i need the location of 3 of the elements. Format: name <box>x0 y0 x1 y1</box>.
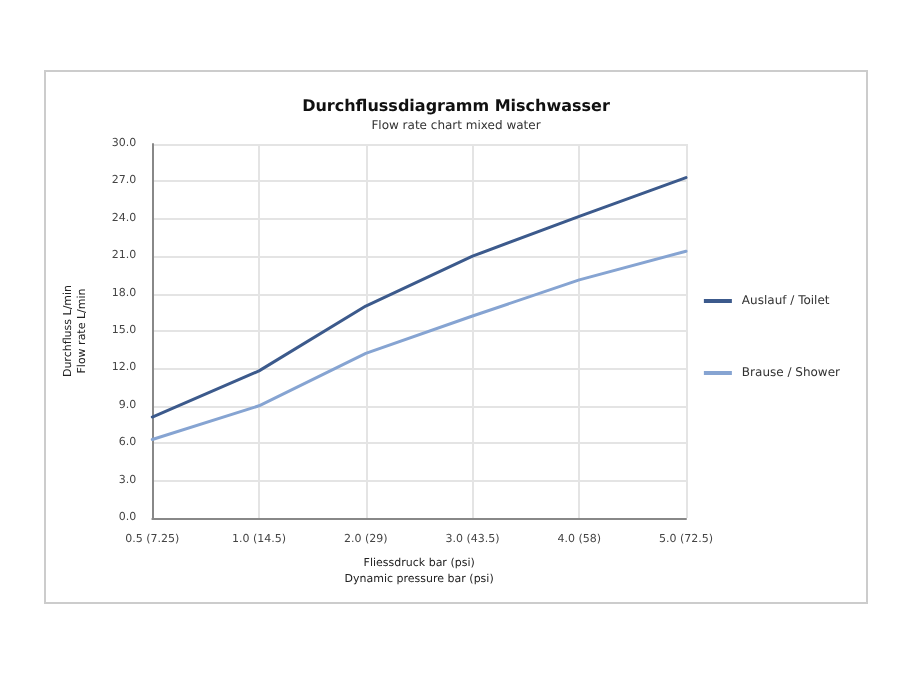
line-series <box>150 249 688 441</box>
chart-title: Durchflussdiagramm Mischwasser <box>302 97 610 115</box>
line-series <box>150 176 688 419</box>
